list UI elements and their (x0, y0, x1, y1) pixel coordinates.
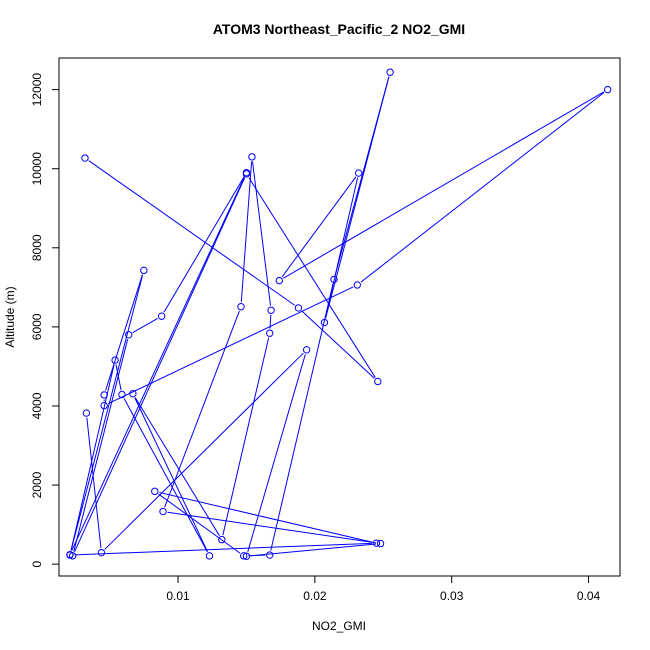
y-tick-label: 12000 (30, 73, 44, 107)
y-tick-label: 4000 (30, 392, 44, 419)
y-axis: 0 2000 4000 6000 8000 10000 12000 (30, 73, 60, 567)
y-tick-label: 8000 (30, 234, 44, 261)
data-point (66, 551, 74, 559)
x-tick-label: 0.03 (440, 589, 464, 603)
x-tick-label: 0.04 (577, 589, 601, 603)
y-tick-label: 10000 (30, 152, 44, 186)
data-point (159, 507, 167, 516)
series-segment (71, 176, 245, 551)
y-tick-label: 2000 (30, 471, 44, 498)
series-segment (86, 417, 102, 549)
x-tick-label: 0.01 (166, 589, 190, 603)
data-point (151, 487, 159, 496)
data-point (353, 281, 361, 289)
series-segment (281, 176, 357, 278)
series-layer (66, 68, 612, 560)
data-point (248, 153, 256, 161)
data-point (240, 552, 248, 560)
data-point (205, 552, 214, 560)
series-segment (163, 176, 245, 313)
series-segment (247, 354, 306, 552)
series-segment (73, 339, 129, 552)
series-segment (105, 274, 143, 391)
series-segment (250, 543, 377, 557)
series-segment (108, 286, 354, 405)
series-segment (134, 397, 220, 536)
series-segment (167, 511, 377, 544)
series-segment (164, 310, 240, 508)
series-segment (159, 491, 373, 543)
data-point (237, 303, 245, 311)
data-point (82, 409, 91, 417)
series-segment (283, 91, 604, 279)
data-point (266, 329, 274, 337)
series-segment (88, 160, 295, 306)
data-point (129, 390, 137, 398)
data-point (320, 318, 329, 327)
data-point (372, 539, 381, 547)
y-tick-label: 0 (30, 560, 44, 567)
data-point (140, 266, 148, 275)
data-point (376, 539, 385, 548)
series-segment (360, 92, 605, 283)
y-axis-label: Altitude (m) (3, 286, 17, 347)
series-segment (74, 542, 372, 556)
data-point (386, 68, 394, 76)
x-tick-label: 0.02 (303, 589, 327, 603)
series-segment (123, 398, 208, 553)
series-segment (252, 161, 272, 306)
data-point (242, 552, 251, 560)
chart-title: ATOM3 Northeast_Pacific_2 NO2_GMI (213, 21, 465, 37)
data-point (100, 401, 108, 410)
data-point (100, 391, 108, 399)
series-segment (132, 318, 158, 333)
series-segment (74, 177, 246, 552)
data-point (354, 169, 363, 177)
series-segment (134, 397, 208, 552)
data-point (242, 168, 251, 177)
series-segment (248, 177, 376, 378)
x-axis: 0.01 0.02 0.03 0.04 (166, 575, 601, 603)
data-point (294, 304, 303, 312)
data-point (267, 306, 275, 314)
data-point (275, 276, 283, 285)
data-point (603, 85, 612, 94)
series-segment (104, 352, 304, 550)
data-point (81, 154, 89, 162)
data-point (125, 331, 133, 339)
series-segment (158, 493, 241, 554)
series-segment (269, 314, 272, 329)
series-segment (334, 76, 390, 276)
data-point (330, 275, 338, 284)
series-segment (240, 161, 253, 303)
data-point (157, 312, 166, 320)
data-point (218, 535, 226, 544)
data-point (266, 551, 274, 559)
data-point (374, 377, 382, 386)
series-segment (222, 337, 270, 536)
data-point (118, 390, 126, 399)
series-segment (270, 283, 334, 551)
data-point (111, 356, 119, 364)
y-tick-label: 6000 (30, 313, 44, 340)
series-segment (70, 274, 144, 551)
series-segment (115, 364, 122, 391)
data-point (97, 548, 106, 557)
x-axis-label: NO2_GMI (312, 619, 366, 633)
data-point (302, 346, 311, 354)
series-segment (301, 310, 375, 379)
